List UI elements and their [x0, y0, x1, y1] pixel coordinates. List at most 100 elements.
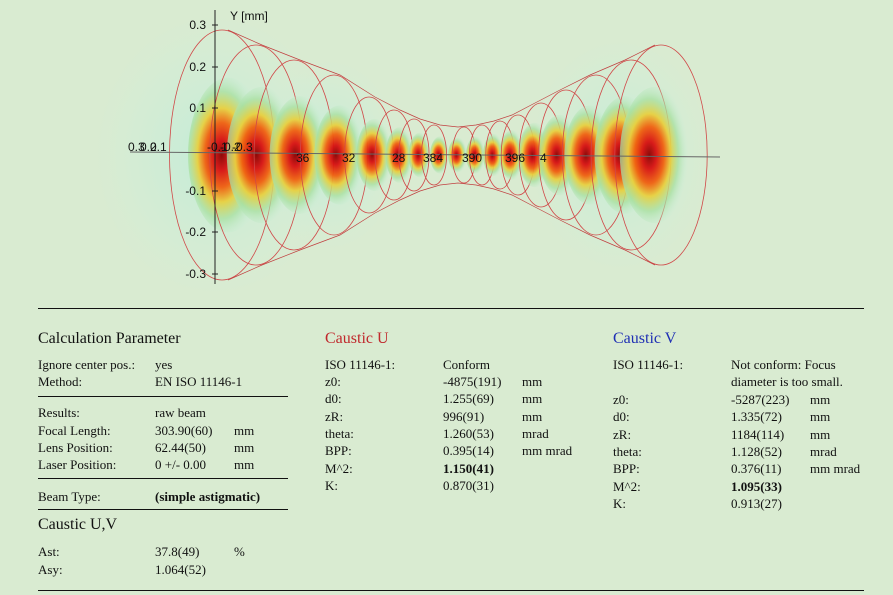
y-tick-label: 0.2 — [189, 60, 206, 74]
bottom-divider — [38, 590, 864, 591]
axis-label: 0.1 — [150, 140, 167, 154]
axis-label: 32 — [342, 151, 356, 165]
axis-label: 28 — [392, 151, 406, 165]
cv-d0-label: d0: — [613, 409, 630, 425]
results-label: Results: — [38, 405, 80, 420]
y-tick-label: -0.2 — [185, 225, 206, 239]
calc-divider-2 — [38, 478, 288, 479]
caustic-u-iso-label: ISO 11146-1: — [325, 357, 396, 372]
axis-label: 384 — [423, 151, 443, 165]
cu-zr-unit: mm — [522, 408, 543, 424]
focal-unit: mm — [234, 423, 255, 438]
focal-value: 303.90(60) — [155, 423, 213, 438]
cu-m2-label: M^2: — [325, 460, 353, 476]
ast-label: Ast: — [38, 544, 60, 559]
cv-theta-label: theta: — [613, 443, 642, 459]
top-divider — [38, 308, 864, 309]
cu-m2-value: 1.150(41) — [443, 460, 494, 476]
cu-theta-unit: mrad — [522, 425, 549, 441]
method-label: Method: — [38, 374, 83, 389]
ast-unit: % — [234, 544, 245, 559]
cu-d0-label: d0: — [325, 391, 342, 407]
axis-label: -0.1 — [207, 140, 228, 154]
cv-k-value: 0.913(27) — [731, 495, 782, 511]
asy-label: Asy: — [38, 562, 63, 577]
cu-bpp-value: 0.395(14) — [443, 443, 494, 459]
laser-unit: mm — [234, 457, 255, 472]
lens-label: Lens Position: — [38, 440, 113, 455]
cv-z0-unit: mm — [810, 392, 831, 407]
y-tick-label: 0.3 — [189, 18, 206, 32]
asy-value: 1.064(52) — [155, 562, 206, 577]
cv-zr-unit: mm — [810, 426, 831, 442]
cv-k-label: K: — [613, 495, 626, 511]
caustic-v-iso-value-1: Not conform: Focus — [731, 357, 836, 372]
beam-slice — [614, 44, 708, 266]
cu-z0-value: -4875(191) — [443, 374, 502, 389]
y-tick-label: 0.1 — [189, 101, 206, 115]
lens-unit: mm — [234, 440, 255, 455]
axis-label: -0.2 — [220, 140, 241, 154]
caustic-v-iso-label: ISO 11146-1: — [613, 357, 684, 372]
cv-bpp-label: BPP: — [613, 461, 640, 477]
cu-k-label: K: — [325, 477, 338, 493]
cu-theta-value: 1.260(53) — [443, 425, 494, 441]
axis-label: 4 — [540, 151, 547, 165]
method-value: EN ISO 11146-1 — [155, 374, 243, 389]
cu-theta-label: theta: — [325, 425, 354, 441]
beam-type-value: (simple astigmatic) — [155, 489, 261, 504]
cv-bpp-value: 0.376(11) — [731, 461, 782, 477]
cu-d0-unit: mm — [522, 391, 543, 407]
cu-bpp-label: BPP: — [325, 443, 352, 459]
cv-bpp-unit: mm mrad — [810, 461, 861, 477]
uv-title: Caustic U,V — [38, 516, 118, 533]
calc-divider-1 — [38, 396, 288, 397]
caustic-u-title: Caustic U — [325, 330, 389, 347]
cv-zr-value: 1184(114) — [731, 426, 785, 442]
cv-m2-value: 1.095(33) — [731, 478, 782, 494]
y-axis-label: Y [mm] — [230, 9, 268, 23]
cu-zr-value: 996(91) — [443, 408, 485, 424]
cv-d0-unit: mm — [810, 409, 831, 425]
ignore-value: yes — [155, 357, 173, 372]
laser-value: 0 +/- 0.00 — [155, 457, 207, 472]
cv-zr-label: zR: — [613, 426, 632, 442]
focal-label: Focal Length: — [38, 423, 111, 438]
caustic-3d-plot[interactable]: Y [mm] 0.30.20.1-0.1-0.2-0.3 0.30.20.1 -0… — [0, 0, 893, 300]
calc-divider-3 — [38, 509, 288, 510]
cu-z0-label: z0: — [325, 374, 341, 389]
cv-theta-value: 1.128(52) — [731, 443, 782, 459]
cu-d0-value: 1.255(69) — [443, 391, 494, 407]
ignore-label: Ignore center pos.: — [38, 357, 136, 372]
caustic-u-iso-value: Conform — [443, 357, 490, 372]
axis-label: 0.2 — [140, 140, 157, 154]
caustic-v-title: Caustic V — [613, 330, 677, 347]
y-tick-label: -0.3 — [185, 267, 206, 281]
calc-title: Calculation Parameter — [38, 330, 181, 347]
beam-type-label: Beam Type: — [38, 489, 101, 504]
beam-envelope — [227, 182, 656, 281]
cv-d0-value: 1.335(72) — [731, 409, 782, 425]
cu-k-value: 0.870(31) — [443, 477, 494, 493]
cv-z0-label: z0: — [613, 392, 629, 407]
ast-value: 37.8(49) — [155, 544, 200, 559]
axis-label: 396 — [505, 151, 525, 165]
beam-envelope — [227, 29, 656, 128]
cv-m2-label: M^2: — [613, 478, 641, 494]
y-tick-label: -0.1 — [185, 184, 206, 198]
cu-bpp-unit: mm mrad — [522, 443, 573, 459]
cu-z0-unit: mm — [522, 374, 543, 389]
axis-label: 36 — [296, 151, 310, 165]
lens-value: 62.44(50) — [155, 440, 206, 455]
caustic-v-iso-value-2: diameter is too small. — [731, 374, 843, 389]
cv-theta-unit: mrad — [810, 443, 837, 459]
cu-zr-label: zR: — [325, 408, 344, 424]
laser-label: Laser Position: — [38, 457, 117, 472]
axis-label: 0.3 — [128, 140, 145, 154]
axis-label: -0.3 — [232, 140, 253, 154]
axis-labels: 0.30.20.1 -0.1-0.2-0.3 36 32 28 384 390 396 4 — [128, 140, 547, 165]
y-ticks: 0.3 0.2 0.1 -0.1 -0.2 -0.3 — [185, 18, 218, 281]
beam-slices — [95, 15, 710, 295]
beam-axis — [129, 151, 721, 158]
cv-z0-value: -5287(223) — [731, 392, 790, 407]
